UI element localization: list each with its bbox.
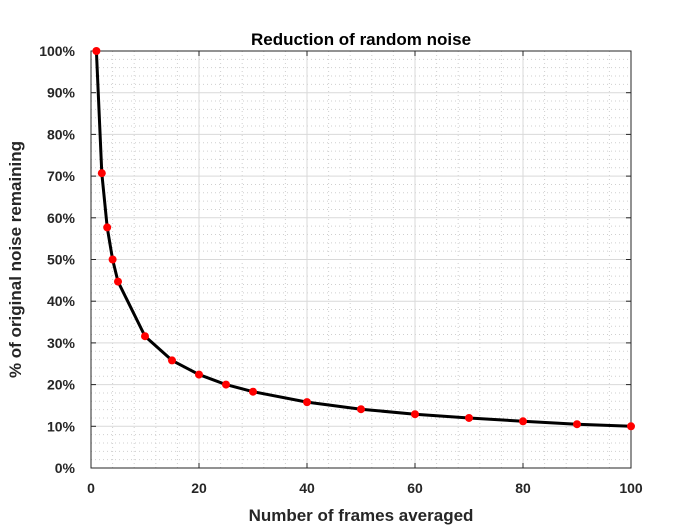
data-point [103, 223, 112, 232]
y-tick-label: 40% [47, 293, 76, 309]
y-tick-label: 70% [47, 168, 76, 184]
y-tick-label: 80% [47, 126, 76, 142]
y-tick-labels: 0% 10% 20% 30% 40% 50% 60% 70% 80% 90% 100% [39, 43, 75, 476]
y-tick-label: 20% [47, 377, 76, 393]
data-point [519, 417, 527, 426]
y-tick-label: 60% [47, 210, 76, 226]
y-tick-label: 50% [47, 252, 76, 268]
x-tick-label: 60 [407, 480, 423, 496]
data-point [195, 370, 203, 379]
data-point [465, 413, 473, 422]
data-point [97, 169, 106, 178]
data-point [108, 255, 117, 264]
x-tick-labels: 0 20 40 60 80 100 [87, 480, 643, 496]
data-point [114, 277, 122, 286]
data-point [222, 380, 230, 389]
data-point [627, 422, 635, 431]
y-tick-label: 0% [55, 460, 76, 476]
data-point [573, 420, 581, 429]
data-point [168, 356, 176, 365]
data-point [411, 410, 419, 419]
y-tick-label: 30% [47, 335, 76, 351]
data-point [92, 47, 101, 55]
chart-title: Reduction of random noise [251, 30, 471, 49]
x-tick-label: 20 [191, 480, 207, 496]
data-series [92, 47, 635, 431]
data-point [141, 332, 149, 341]
data-point [249, 387, 257, 396]
y-tick-label: 90% [47, 85, 76, 101]
y-axis-label: % of original noise remaining [6, 141, 25, 378]
data-point [303, 398, 311, 407]
x-tick-label: 0 [87, 480, 95, 496]
x-tick-label: 80 [515, 480, 531, 496]
y-tick-label: 100% [39, 43, 75, 59]
y-tick-label: 10% [47, 418, 76, 434]
x-tick-label: 100 [619, 480, 643, 496]
x-tick-label: 40 [299, 480, 315, 496]
x-axis-label: Number of frames averaged [249, 506, 474, 525]
data-point [357, 405, 365, 414]
